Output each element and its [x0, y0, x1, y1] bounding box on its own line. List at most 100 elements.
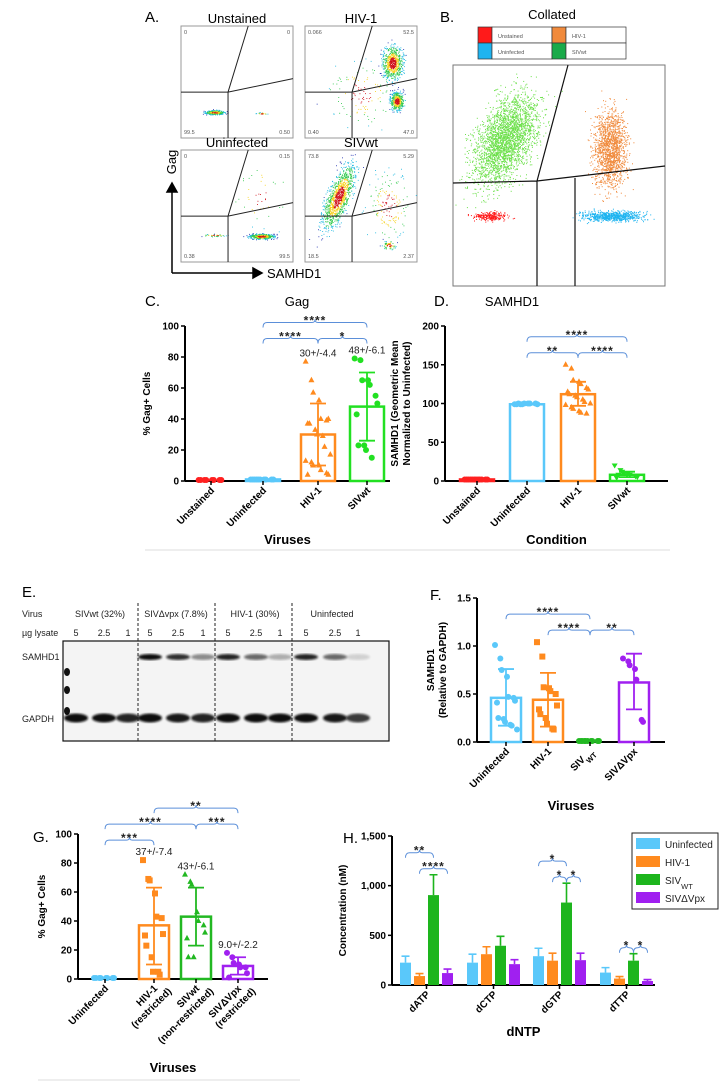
event-dot — [325, 206, 327, 207]
event-dot — [266, 238, 268, 240]
event-dot — [258, 193, 260, 195]
event-dot — [263, 235, 265, 237]
event-dot — [363, 91, 365, 92]
event-dot-sivwt — [511, 174, 513, 176]
event-dot — [402, 106, 404, 107]
event-dot — [345, 183, 346, 185]
event-dot — [401, 99, 403, 101]
event-dot — [399, 68, 401, 70]
event-dot — [211, 113, 212, 115]
event-dot — [393, 52, 395, 54]
event-dot-sivwt — [514, 160, 516, 162]
event-dot — [389, 60, 391, 62]
event-dot — [399, 64, 401, 66]
event-dot — [385, 247, 386, 249]
event-dot — [253, 236, 255, 238]
event-dot-sivwt — [525, 93, 526, 95]
event-dot — [345, 198, 346, 200]
event-dot — [384, 241, 386, 242]
event-dot — [353, 167, 355, 169]
event-dot — [353, 182, 355, 183]
event-dot-sivwt — [474, 149, 476, 151]
event-dot — [333, 113, 335, 115]
event-dot-sivwt — [508, 134, 510, 136]
event-dot — [328, 190, 330, 192]
event-dot — [395, 54, 397, 56]
event-dot — [263, 233, 265, 235]
event-dot — [352, 175, 354, 177]
event-dot — [327, 204, 329, 206]
event-dot-sivwt — [502, 128, 504, 129]
event-dot — [345, 161, 346, 163]
event-dot-sivwt — [521, 123, 523, 125]
event-dot — [387, 68, 389, 70]
event-dot-sivwt — [506, 166, 508, 168]
event-dot — [355, 85, 357, 87]
event-dot — [329, 222, 330, 223]
event-dot — [342, 182, 344, 184]
event-dot-sivwt — [548, 94, 550, 96]
event-dot — [392, 72, 394, 73]
event-dot — [223, 111, 225, 113]
event-dot-sivwt — [534, 104, 536, 105]
event-dot-sivwt — [490, 156, 491, 158]
event-dot — [213, 113, 215, 115]
event-dot-sivwt — [535, 142, 537, 144]
event-dot — [386, 77, 388, 78]
event-dot-sivwt — [500, 100, 502, 102]
event-dot — [258, 236, 259, 238]
event-dot — [214, 113, 216, 114]
event-dot — [253, 237, 255, 239]
event-dot-sivwt — [495, 187, 497, 189]
event-dot-sivwt — [496, 132, 498, 134]
event-dot — [346, 198, 348, 200]
event-dot-sivwt — [503, 168, 504, 170]
event-dot — [328, 229, 330, 231]
event-dot — [219, 111, 221, 113]
event-dot — [390, 226, 392, 228]
event-dot-sivwt — [538, 120, 540, 122]
event-dot — [358, 80, 359, 81]
event-dot — [212, 235, 214, 236]
event-dot — [213, 234, 215, 236]
event-dot — [345, 197, 346, 199]
event-dot — [388, 69, 390, 70]
event-dot-sivwt — [515, 142, 517, 144]
event-dot — [399, 101, 401, 103]
event-dot — [341, 177, 342, 179]
event-dot — [336, 212, 338, 214]
event-dot — [347, 179, 349, 180]
event-dot — [392, 98, 394, 100]
event-dot — [257, 237, 259, 239]
event-dot — [209, 113, 211, 115]
event-dot — [338, 212, 340, 214]
event-dot — [395, 247, 396, 249]
event-dot-sivwt — [500, 117, 501, 119]
event-dot — [366, 98, 368, 99]
event-dot — [394, 77, 396, 79]
event-dot-sivwt — [499, 141, 501, 143]
event-dot-sivwt — [514, 113, 516, 114]
event-dot — [328, 205, 330, 207]
event-dot — [344, 199, 346, 200]
event-dot — [393, 55, 395, 56]
event-dot — [338, 181, 339, 182]
event-dot — [214, 114, 216, 115]
event-dot — [373, 118, 375, 119]
event-dot — [341, 209, 343, 211]
event-dot — [393, 100, 394, 101]
event-dot — [384, 64, 386, 66]
event-dot — [354, 77, 355, 79]
event-dot-sivwt — [495, 108, 497, 109]
event-dot — [261, 237, 262, 239]
event-dot-sivwt — [499, 165, 501, 167]
event-dot-sivwt — [490, 152, 492, 154]
event-dot — [387, 61, 389, 63]
event-dot — [390, 220, 392, 222]
event-dot — [389, 57, 391, 59]
event-dot-sivwt — [505, 138, 507, 140]
event-dot — [335, 192, 337, 194]
event-dot — [395, 70, 397, 72]
event-dot — [381, 54, 383, 55]
event-dot-sivwt — [480, 150, 482, 152]
